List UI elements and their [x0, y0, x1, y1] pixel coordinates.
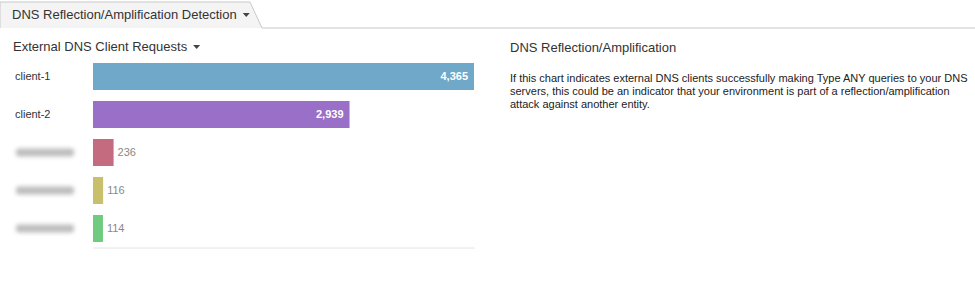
blurred-label: [16, 225, 74, 233]
blurred-label: [16, 187, 74, 195]
y-tick-label: client-1: [15, 70, 50, 82]
data-labels: 4,365 2,939 236 116 114: [107, 70, 468, 234]
data-label: 2,939: [316, 108, 344, 120]
blurred-labels: [16, 149, 74, 233]
panel-title: DNS Reflection/Amplification: [510, 40, 676, 55]
bar[interactable]: [93, 101, 350, 128]
chart-title[interactable]: External DNS Client Requests: [13, 39, 188, 54]
bar[interactable]: [93, 177, 103, 204]
bar[interactable]: [93, 139, 114, 166]
blurred-label: [16, 149, 74, 157]
tab-shape: [0, 2, 262, 28]
data-label: 236: [118, 146, 136, 158]
data-label: 114: [107, 222, 125, 234]
bar[interactable]: [93, 63, 474, 90]
panel-text: If this chart indicates external DNS cli…: [510, 72, 972, 111]
tab-rule: [262, 28, 975, 29]
tab-title[interactable]: DNS Reflection/Amplification Detection: [12, 7, 237, 22]
data-label: 4,365: [440, 70, 468, 82]
x-axis-line: [94, 248, 475, 249]
data-label: 116: [107, 184, 125, 196]
bar[interactable]: [93, 215, 103, 242]
y-axis: client-1 client-2: [15, 70, 93, 228]
y-tick-label: client-2: [15, 108, 50, 120]
x-axis: [94, 248, 475, 249]
page-canvas: DNS Reflection/Amplification Detection Ex…: [0, 0, 975, 284]
tab-caret[interactable]: [243, 13, 250, 17]
y-tick: client-1: [15, 70, 93, 82]
chart-title-caret[interactable]: [193, 45, 200, 49]
bars: [93, 63, 474, 242]
y-tick: client-2: [15, 108, 93, 120]
